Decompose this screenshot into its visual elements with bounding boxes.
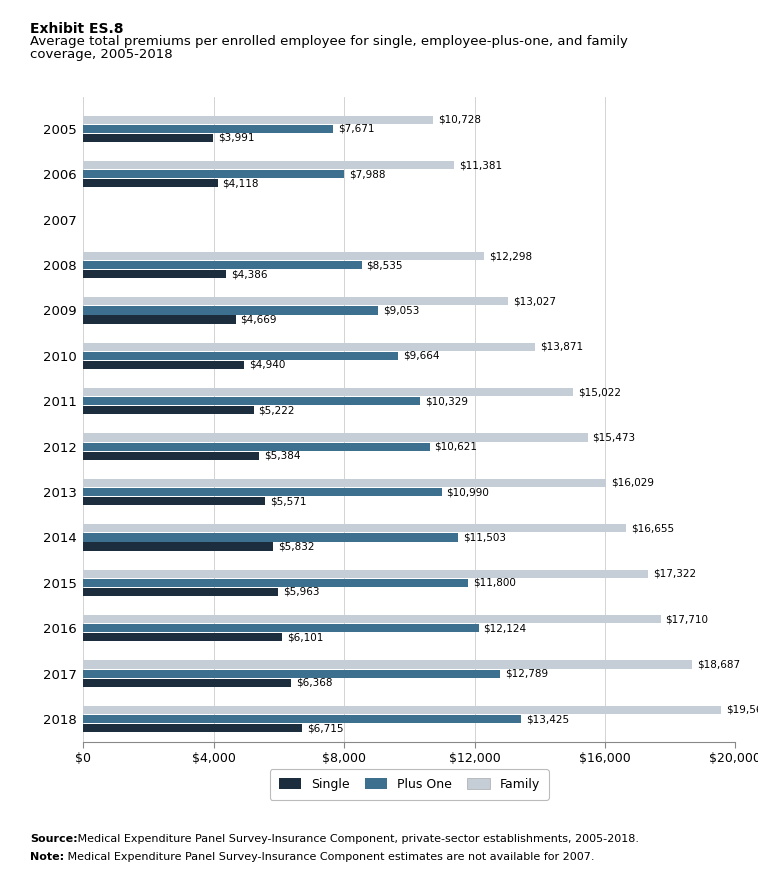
Bar xyxy=(83,252,484,260)
Text: $18,687: $18,687 xyxy=(697,660,741,669)
Bar xyxy=(83,715,521,723)
Text: Medical Expenditure Panel Survey-Insurance Component, private-sector establishme: Medical Expenditure Panel Survey-Insuran… xyxy=(74,834,639,844)
Bar xyxy=(83,660,693,668)
Bar xyxy=(83,161,454,170)
Bar xyxy=(83,479,606,487)
Bar xyxy=(83,724,302,732)
Text: $3,991: $3,991 xyxy=(218,133,255,143)
Bar xyxy=(83,542,274,551)
Bar xyxy=(83,533,459,541)
Bar xyxy=(83,170,343,178)
Text: $17,710: $17,710 xyxy=(666,615,709,624)
Bar xyxy=(83,134,214,142)
Text: $13,425: $13,425 xyxy=(526,714,569,724)
Text: $10,990: $10,990 xyxy=(446,487,490,497)
Text: Exhibit ES.8: Exhibit ES.8 xyxy=(30,22,124,36)
Text: $16,029: $16,029 xyxy=(611,478,653,488)
Text: $5,832: $5,832 xyxy=(278,541,315,552)
Text: $10,329: $10,329 xyxy=(425,396,468,406)
Bar xyxy=(83,570,648,577)
Bar xyxy=(83,633,282,641)
Bar xyxy=(83,669,500,678)
Text: $15,473: $15,473 xyxy=(593,433,636,442)
Bar xyxy=(83,306,378,314)
Bar xyxy=(83,451,259,460)
Text: $6,101: $6,101 xyxy=(287,632,324,642)
Bar xyxy=(83,270,227,278)
Bar xyxy=(83,389,573,396)
Bar xyxy=(83,261,362,269)
Text: $10,621: $10,621 xyxy=(434,442,478,452)
Bar xyxy=(83,624,478,632)
Text: Source:: Source: xyxy=(30,834,78,844)
Text: $12,298: $12,298 xyxy=(489,251,532,261)
Text: $8,535: $8,535 xyxy=(366,260,403,270)
Bar xyxy=(83,406,254,414)
Bar xyxy=(83,578,468,587)
Bar xyxy=(83,116,433,124)
Bar xyxy=(83,315,236,324)
Bar xyxy=(83,125,334,133)
Text: $12,124: $12,124 xyxy=(484,623,527,633)
Bar xyxy=(83,706,721,714)
Text: $5,571: $5,571 xyxy=(270,496,306,506)
Bar xyxy=(83,361,244,369)
Text: $6,368: $6,368 xyxy=(296,678,332,688)
Text: $5,963: $5,963 xyxy=(283,587,319,597)
Bar xyxy=(83,397,420,405)
Text: $4,940: $4,940 xyxy=(249,360,286,370)
Text: $9,664: $9,664 xyxy=(403,351,440,361)
Bar xyxy=(83,497,265,505)
Text: $6,715: $6,715 xyxy=(307,723,343,733)
Text: $7,988: $7,988 xyxy=(349,170,385,179)
Text: Average total premiums per enrolled employee for single, employee-plus-one, and : Average total premiums per enrolled empl… xyxy=(30,35,628,49)
Text: $19,565: $19,565 xyxy=(726,705,758,715)
Text: $4,386: $4,386 xyxy=(231,269,268,279)
Bar xyxy=(83,351,399,360)
Text: $7,671: $7,671 xyxy=(338,124,374,134)
Legend: Single, Plus One, Family: Single, Plus One, Family xyxy=(270,769,549,800)
Text: Note:: Note: xyxy=(30,852,64,862)
Text: $4,669: $4,669 xyxy=(240,314,277,325)
Bar xyxy=(83,615,661,623)
Bar xyxy=(83,179,218,187)
Text: $13,027: $13,027 xyxy=(513,297,556,306)
Bar xyxy=(83,343,535,351)
Bar xyxy=(83,442,430,450)
Text: $11,503: $11,503 xyxy=(463,532,506,542)
Text: $11,800: $11,800 xyxy=(473,577,515,588)
Text: $13,871: $13,871 xyxy=(540,342,584,351)
Text: $15,022: $15,022 xyxy=(578,387,621,397)
Text: $5,384: $5,384 xyxy=(264,450,300,461)
Text: $12,789: $12,789 xyxy=(505,668,548,679)
Text: $4,118: $4,118 xyxy=(223,178,259,188)
Bar xyxy=(83,434,587,442)
Text: Medical Expenditure Panel Survey-Insurance Component estimates are not available: Medical Expenditure Panel Survey-Insuran… xyxy=(64,852,594,862)
Text: $16,655: $16,655 xyxy=(631,524,675,533)
Bar xyxy=(83,525,626,532)
Text: $10,728: $10,728 xyxy=(438,115,481,125)
Bar xyxy=(83,488,442,496)
Text: $11,381: $11,381 xyxy=(459,160,503,170)
Text: coverage, 2005-2018: coverage, 2005-2018 xyxy=(30,48,173,61)
Bar xyxy=(83,298,508,306)
Bar xyxy=(83,679,291,687)
Text: $17,322: $17,322 xyxy=(653,569,696,578)
Bar xyxy=(83,588,277,596)
Text: $9,053: $9,053 xyxy=(384,306,420,315)
Text: $5,222: $5,222 xyxy=(258,405,295,415)
